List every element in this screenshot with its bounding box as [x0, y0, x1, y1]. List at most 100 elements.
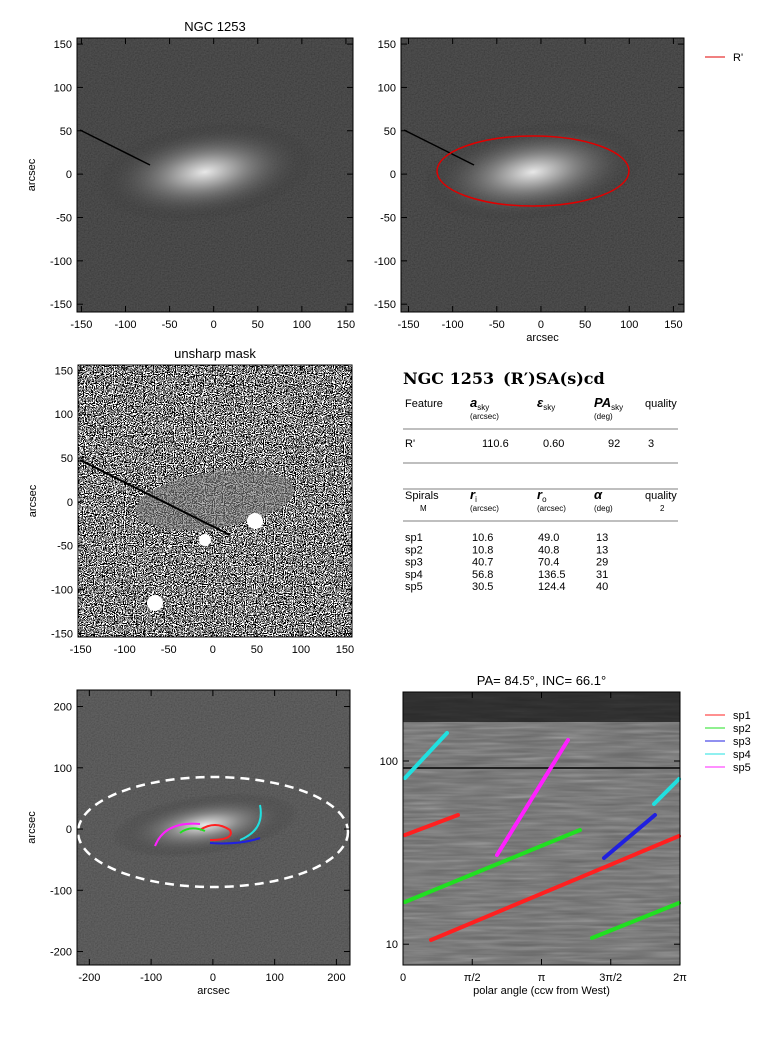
header-cell: PAsky	[594, 395, 623, 412]
x-axis-label: arcsec	[197, 985, 230, 997]
x-tick-label: 50	[251, 644, 263, 656]
y-tick-label: 0	[390, 169, 396, 181]
table-galaxy: NGC 1253	[403, 369, 494, 388]
header-sub: sky	[477, 403, 489, 412]
table-cell: 49.0	[538, 532, 559, 544]
y-tick-label: -150	[50, 299, 72, 311]
table-cell: sp2	[405, 544, 423, 556]
x-tick-label: 50	[252, 319, 264, 331]
x-tick-label: 200	[327, 972, 345, 984]
header-sub: i	[475, 495, 477, 504]
y-tick-label: 50	[61, 453, 73, 465]
y-tick-label: 0	[67, 497, 73, 509]
x-tick-label: 2π	[673, 972, 687, 984]
table-cell: 13	[596, 544, 608, 556]
table-cell: 56.8	[472, 569, 493, 581]
x-tick-label: 0	[538, 319, 544, 331]
header-sub: sky	[611, 403, 623, 412]
x-tick-label: 150	[664, 319, 682, 331]
x-tick-label: 100	[265, 972, 283, 984]
panel-title: unsharp mask	[174, 346, 256, 361]
table-cell: 124.4	[538, 581, 566, 593]
header-unit: 2	[660, 504, 665, 513]
legend-label: sp2	[733, 723, 751, 735]
ring-ellipse	[436, 135, 630, 207]
header-unit: (arcsec)	[470, 504, 499, 513]
x-tick-label: 0	[210, 972, 216, 984]
x-tick-label: -100	[442, 319, 464, 331]
x-tick-label: 100	[620, 319, 638, 331]
header-cell: quality	[645, 490, 677, 502]
y-tick-label: 100	[380, 756, 398, 768]
x-tick-label: -100	[114, 319, 136, 331]
y-tick-label: 100	[378, 82, 396, 94]
x-tick-label: 50	[579, 319, 591, 331]
plot-frame	[76, 689, 351, 966]
table-cell: 30.5	[472, 581, 493, 593]
y-tick-label: -100	[374, 256, 396, 268]
x-tick-label: -50	[161, 644, 177, 656]
y-tick-label: -150	[51, 628, 73, 640]
y-axis-label: arcsec	[26, 811, 38, 844]
x-tick-label: π	[538, 972, 546, 984]
header-unit: M	[420, 504, 427, 513]
x-tick-label: -50	[489, 319, 505, 331]
table-cell: 70.4	[538, 557, 559, 569]
plot-frame	[76, 37, 354, 313]
x-tick-label: -150	[70, 319, 92, 331]
table-cell: 40.7	[472, 557, 493, 569]
y-tick-label: 50	[60, 126, 72, 138]
y-tick-label: 150	[55, 365, 73, 377]
x-tick-label: -150	[397, 319, 419, 331]
x-tick-label: -200	[78, 972, 100, 984]
header-cell: ro	[537, 487, 547, 504]
table-cell: 110.6	[482, 438, 509, 450]
table-cell: R'	[405, 438, 415, 450]
table-cell: sp1	[405, 532, 423, 544]
y-tick-label: -50	[57, 541, 73, 553]
y-tick-label: -200	[50, 947, 72, 959]
table-cell: 3	[648, 438, 654, 450]
table-cell: 40.8	[538, 544, 559, 556]
x-tick-label: 0	[211, 319, 217, 331]
header-unit: (deg)	[594, 504, 613, 513]
table-cell: 0.60	[543, 438, 564, 450]
table-cell: 10.6	[472, 532, 493, 544]
y-tick-label: 100	[55, 409, 73, 421]
x-tick-label: 150	[337, 319, 355, 331]
x-tick-label: -100	[140, 972, 162, 984]
x-tick-label: 100	[293, 319, 311, 331]
y-tick-label: 10	[386, 939, 398, 951]
table-cell: sp3	[405, 557, 423, 569]
panel-title: PA= 84.5°, INC= 66.1°	[477, 673, 606, 688]
x-axis-label: arcsec	[526, 332, 559, 344]
y-tick-label: 150	[378, 39, 396, 51]
header-cell: ri	[470, 487, 477, 504]
table-cell: 92	[608, 438, 620, 450]
table-cell: 40	[596, 581, 608, 593]
table-cell: sp5	[405, 581, 423, 593]
plot-frame	[77, 364, 353, 638]
header-sub: o	[542, 495, 547, 504]
legend-label: sp4	[733, 749, 751, 761]
y-tick-label: 100	[54, 763, 72, 775]
table-cell: 13	[596, 532, 608, 544]
header-sub: sky	[543, 403, 555, 412]
header-unit: (arcsec)	[470, 412, 499, 421]
y-tick-label: 200	[54, 702, 72, 714]
image-panel-4	[76, 690, 350, 965]
header-main: α	[594, 487, 603, 502]
y-tick-label: 50	[384, 126, 396, 138]
x-tick-label: -50	[162, 319, 178, 331]
header-unit: (arcsec)	[537, 504, 566, 513]
plot-frame	[400, 37, 685, 313]
x-tick-label: -150	[70, 644, 92, 656]
y-tick-label: -150	[374, 299, 396, 311]
header-cell: εsky	[537, 395, 555, 412]
header-cell: Feature	[405, 398, 443, 410]
header-main: PA	[594, 395, 611, 410]
header-cell: quality	[645, 398, 677, 410]
x-tick-label: 0	[400, 972, 406, 984]
legend-label: sp3	[733, 736, 751, 748]
table-cell: sp4	[405, 569, 423, 581]
